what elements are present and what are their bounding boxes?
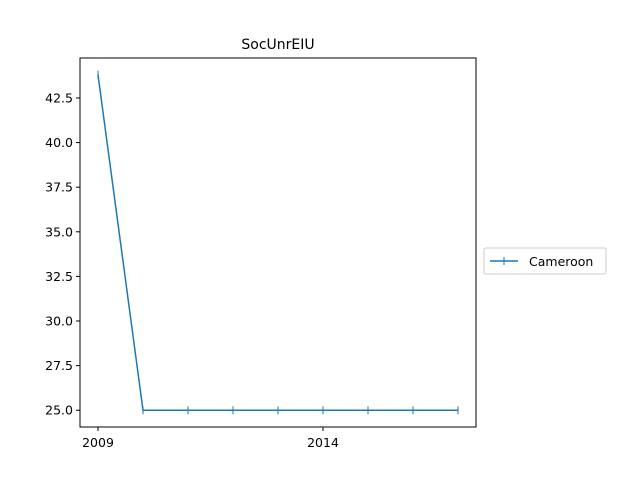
y-tick-label: 25.0	[45, 403, 73, 418]
axes-frame	[79, 57, 477, 428]
plot-area: 25.0 27.5 30.0 32.5 35.0 37.5 40.0 42.5 2009 2014	[45, 70, 459, 450]
legend-label-cameroon: Cameroon	[529, 254, 593, 269]
y-tick-label: 32.5	[45, 269, 73, 284]
x-tick-label: 2014	[307, 435, 339, 450]
legend: Cameroon	[483, 247, 607, 275]
chart-title: SocUnrEIU	[241, 37, 314, 53]
y-tick-label: 35.0	[45, 224, 73, 239]
legend-box	[483, 247, 607, 275]
y-tick-label: 37.5	[45, 180, 73, 195]
x-tick-label: 2009	[82, 435, 114, 450]
y-tick-label: 30.0	[45, 314, 73, 329]
y-tick-label: 42.5	[45, 90, 73, 105]
y-tick-label: 27.5	[45, 358, 73, 373]
y-tick-label: 40.0	[45, 135, 73, 150]
